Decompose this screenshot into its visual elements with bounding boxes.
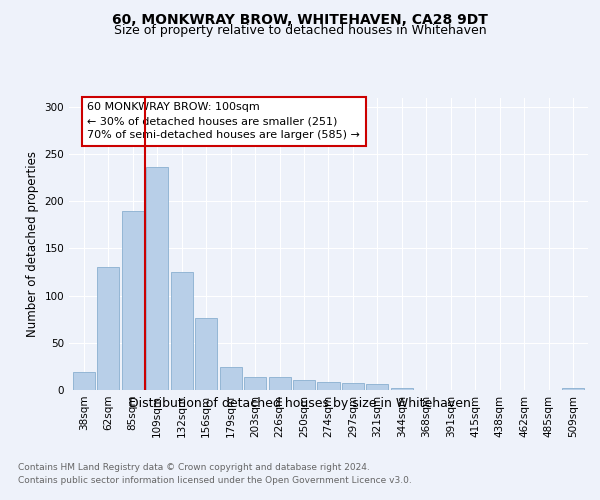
- Bar: [269, 377, 290, 390]
- Text: 60, MONKWRAY BROW, WHITEHAVEN, CA28 9DT: 60, MONKWRAY BROW, WHITEHAVEN, CA28 9DT: [112, 12, 488, 26]
- Text: Size of property relative to detached houses in Whitehaven: Size of property relative to detached ho…: [113, 24, 487, 37]
- Bar: [342, 384, 364, 390]
- Bar: [73, 372, 95, 390]
- Bar: [195, 318, 217, 390]
- Bar: [293, 380, 315, 390]
- Bar: [367, 384, 388, 390]
- Bar: [562, 388, 584, 390]
- Y-axis label: Number of detached properties: Number of detached properties: [26, 151, 39, 337]
- Text: Contains public sector information licensed under the Open Government Licence v3: Contains public sector information licen…: [18, 476, 412, 485]
- Text: 60 MONKWRAY BROW: 100sqm
← 30% of detached houses are smaller (251)
70% of semi-: 60 MONKWRAY BROW: 100sqm ← 30% of detach…: [88, 102, 360, 140]
- Text: Distribution of detached houses by size in Whitehaven: Distribution of detached houses by size …: [129, 398, 471, 410]
- Text: Contains HM Land Registry data © Crown copyright and database right 2024.: Contains HM Land Registry data © Crown c…: [18, 462, 370, 471]
- Bar: [146, 168, 168, 390]
- Bar: [97, 268, 119, 390]
- Bar: [122, 210, 143, 390]
- Bar: [244, 377, 266, 390]
- Bar: [317, 382, 340, 390]
- Bar: [220, 368, 242, 390]
- Bar: [170, 272, 193, 390]
- Bar: [391, 388, 413, 390]
